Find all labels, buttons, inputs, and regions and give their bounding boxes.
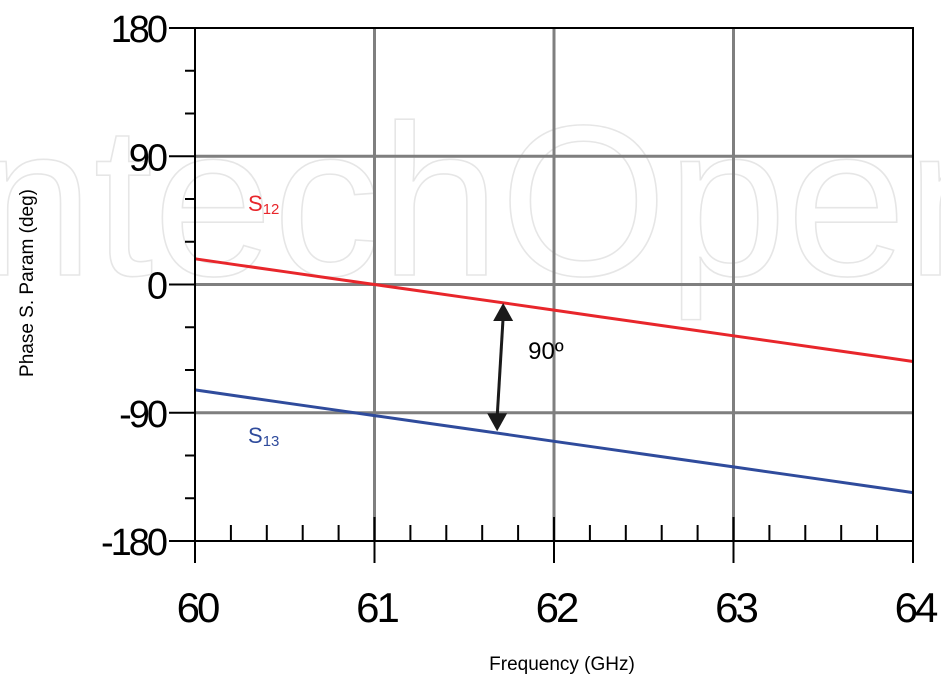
annotation-text: 90º	[528, 338, 564, 365]
grid-lines	[195, 28, 913, 541]
x-tick-label: 60	[177, 584, 219, 631]
series-label-s12: S12	[248, 191, 279, 218]
series-labels: S12 S13	[248, 191, 279, 450]
x-tick-label: 61	[356, 584, 398, 631]
arrow-head-down	[487, 413, 508, 432]
y-tick-label: 0	[147, 266, 167, 308]
arrow-shaft	[495, 316, 505, 418]
arrow-head-up	[493, 303, 514, 322]
series-label-s13: S13	[248, 423, 279, 450]
y-tick-label: -90	[119, 394, 167, 436]
y-tick-label: 180	[111, 9, 167, 51]
series-line-s13	[194, 388, 914, 495]
plot-frame	[194, 27, 914, 542]
series-layer	[194, 257, 914, 495]
minor-ticks	[169, 27, 914, 563]
y-tick-label: 90	[129, 137, 167, 179]
x-tick-labels: 60 61 62 63 64	[177, 584, 941, 631]
x-tick-label: 64	[895, 584, 938, 631]
y-axis-label: Phase S. Param (deg)	[17, 189, 38, 377]
y-tick-labels: 180 90 0 -90 -180	[101, 9, 170, 564]
series-line-s12	[194, 257, 914, 363]
y-tick-label: -180	[101, 522, 167, 564]
x-axis-label: Frequency (GHz)	[489, 654, 635, 675]
x-tick-label: 63	[715, 584, 757, 631]
annotation-layer: 90º	[487, 303, 564, 432]
watermark-text: IntechOpen	[0, 80, 941, 321]
x-tick-label: 62	[536, 584, 578, 631]
